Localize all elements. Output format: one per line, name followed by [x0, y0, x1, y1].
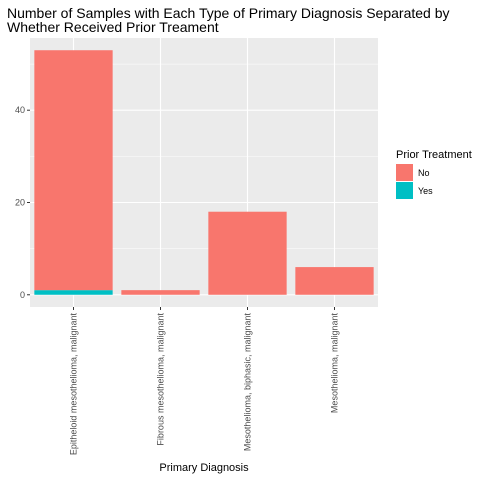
x-tick-label: Mesothelioma, malignant [330, 313, 340, 414]
y-axis: 0 20 40 [15, 105, 30, 300]
bar-no-4 [295, 267, 374, 295]
legend-label-yes: Yes [418, 186, 433, 196]
bar-no-2 [121, 290, 200, 295]
y-tick-label: 40 [15, 105, 25, 115]
legend-items: No Yes [396, 164, 433, 199]
legend-key-no [396, 164, 413, 181]
x-tick-label: Fibrous mesothelioma, malignant [156, 313, 166, 446]
legend: Prior Treatment No Yes [396, 149, 472, 199]
legend-title: Prior Treatment [396, 149, 472, 161]
y-tick-label: 0 [20, 290, 25, 300]
y-tick-label: 20 [15, 197, 25, 207]
chart-title: Number of Samples with Each Type of Prim… [7, 6, 475, 34]
bars [34, 50, 374, 295]
bar-yes-1 [34, 290, 113, 295]
x-axis: Epitheloid mesothelioma, malignant Fibrou… [69, 307, 340, 455]
legend-label-no: No [418, 168, 430, 178]
bar-no-1 [34, 50, 113, 291]
chart-title-line-2: Whether Received Prior Treament [7, 19, 219, 35]
x-tick-label: Epitheloid mesothelioma, malignant [69, 313, 79, 456]
x-axis-title: Primary Diagnosis [159, 462, 249, 474]
bar-no-3 [208, 211, 287, 295]
x-tick-label: Mesothelioma, biphasic, malignant [243, 313, 253, 452]
legend-key-yes [396, 182, 413, 199]
chart-title-line-1: Number of Samples with Each Type of Prim… [7, 5, 450, 21]
